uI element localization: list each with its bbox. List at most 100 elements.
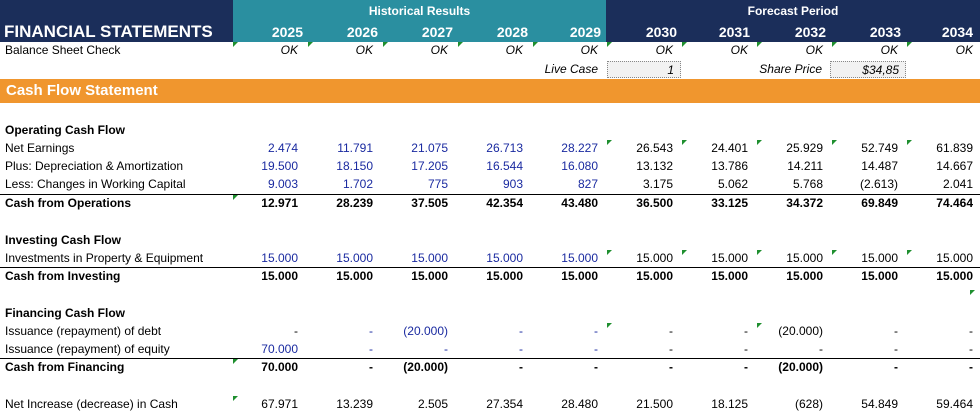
cell[interactable]: 70.000	[261, 342, 298, 356]
cell[interactable]: 14.211	[787, 159, 823, 173]
cell[interactable]: -	[894, 324, 898, 338]
cell[interactable]: 24.401	[711, 141, 748, 155]
cell[interactable]: 15.000	[861, 269, 898, 283]
cell[interactable]: 15.000	[561, 251, 598, 265]
cell[interactable]: 15.000	[486, 251, 523, 265]
cell[interactable]: -	[369, 342, 373, 356]
cell[interactable]: 25.929	[786, 141, 823, 155]
balance-check-value[interactable]: OK	[805, 43, 823, 57]
cell[interactable]: 15.000	[786, 251, 823, 265]
cell[interactable]: (20.000)	[778, 324, 823, 338]
cell[interactable]: 15.000	[411, 251, 448, 265]
equity-label[interactable]: Issuance (repayment) of equity	[5, 342, 170, 356]
cell[interactable]: -	[669, 360, 673, 374]
cell[interactable]: (20.000)	[778, 360, 823, 374]
balance-check-value[interactable]: OK	[280, 43, 298, 57]
cell[interactable]: 15.000	[636, 269, 673, 283]
cell[interactable]: 3.175	[642, 177, 673, 191]
cell[interactable]: 52.749	[861, 141, 898, 155]
net-earnings-label[interactable]: Net Earnings	[5, 141, 75, 155]
cell[interactable]: 15.000	[336, 251, 373, 265]
cell[interactable]: 27.354	[486, 397, 523, 411]
cell[interactable]: (20.000)	[403, 360, 448, 374]
cell[interactable]: 21.500	[636, 397, 673, 411]
cell[interactable]: 74.464	[936, 196, 973, 210]
cell[interactable]: 5.062	[717, 177, 748, 191]
investing-heading[interactable]: Investing Cash Flow	[5, 233, 122, 247]
cell[interactable]: 59.464	[936, 397, 973, 411]
cell[interactable]: 15.000	[936, 269, 973, 283]
cell[interactable]: 2.041	[942, 177, 973, 191]
cell[interactable]: 15.000	[261, 251, 298, 265]
balance-check-value[interactable]: OK	[355, 43, 373, 57]
year-cell[interactable]: 2030	[645, 24, 677, 40]
cell[interactable]: 17.205	[411, 159, 448, 173]
cell[interactable]: 34.372	[786, 196, 823, 210]
year-cell[interactable]: 2033	[869, 24, 901, 40]
year-cell[interactable]: 2028	[496, 24, 528, 40]
cell[interactable]: 36.500	[636, 196, 673, 210]
cell[interactable]: 28.227	[561, 141, 598, 155]
cell[interactable]: -	[969, 342, 973, 356]
balance-check-value[interactable]: OK	[955, 43, 973, 57]
cell[interactable]: -	[594, 342, 598, 356]
cell[interactable]: 26.543	[636, 141, 673, 155]
cell[interactable]: 15.000	[861, 251, 898, 265]
balance-check-value[interactable]: OK	[880, 43, 898, 57]
cell[interactable]: 12.971	[261, 196, 298, 210]
wc-label[interactable]: Less: Changes in Working Capital	[5, 177, 186, 191]
cfo-label[interactable]: Cash from Operations	[5, 196, 132, 210]
cell[interactable]: 16.080	[561, 159, 598, 173]
cfi-label[interactable]: Cash from Investing	[5, 269, 121, 283]
year-cell[interactable]: 2027	[421, 24, 453, 40]
year-cell[interactable]: 2029	[569, 24, 601, 40]
cell[interactable]: 1.702	[342, 177, 373, 191]
cell[interactable]: 13.239	[336, 397, 373, 411]
balance-check-value[interactable]: OK	[505, 43, 523, 57]
cell[interactable]: 26.713	[486, 141, 523, 155]
cell[interactable]: 14.667	[936, 159, 973, 173]
cell[interactable]: (2.613)	[859, 177, 898, 191]
cell[interactable]: 18.125	[711, 397, 748, 411]
cell[interactable]: 18.150	[336, 159, 373, 173]
year-cell[interactable]: 2025	[271, 24, 303, 40]
cell[interactable]: 43.480	[561, 196, 598, 210]
cell[interactable]: -	[594, 324, 598, 338]
cell[interactable]: 54.849	[861, 397, 898, 411]
cell[interactable]: (20.000)	[403, 324, 448, 338]
cell[interactable]: 15.000	[336, 269, 373, 283]
cell[interactable]: -	[519, 342, 523, 356]
cell[interactable]: -	[519, 360, 523, 374]
debt-label[interactable]: Issuance (repayment) of debt	[5, 324, 162, 338]
cell[interactable]: 15.000	[711, 269, 748, 283]
balance-check-value[interactable]: OK	[730, 43, 748, 57]
ppe-label[interactable]: Investments in Property & Equipment	[5, 251, 204, 265]
cell[interactable]: 21.075	[411, 141, 448, 155]
cell[interactable]: 15.000	[936, 251, 973, 265]
live-case-input[interactable]: 1	[607, 61, 681, 78]
year-cell[interactable]: 2032	[794, 24, 826, 40]
cell[interactable]: 903	[502, 177, 523, 191]
share-price-input[interactable]: $34,85	[830, 61, 906, 78]
cell[interactable]: 33.125	[711, 196, 748, 210]
year-cell[interactable]: 2031	[718, 24, 750, 40]
cell[interactable]: -	[369, 324, 373, 338]
balance-check-label[interactable]: Balance Sheet Check	[5, 43, 121, 57]
year-cell[interactable]: 2026	[346, 24, 378, 40]
year-cell[interactable]: 2034	[941, 24, 973, 40]
balance-check-value[interactable]: OK	[580, 43, 598, 57]
cell[interactable]: -	[894, 360, 898, 374]
cell[interactable]: 9.003	[267, 177, 298, 191]
cell[interactable]: 13.786	[711, 159, 748, 173]
cell[interactable]: -	[519, 324, 523, 338]
cell[interactable]: -	[894, 342, 898, 356]
cell[interactable]: -	[969, 360, 973, 374]
cell[interactable]: 15.000	[561, 269, 598, 283]
cell[interactable]: -	[669, 342, 673, 356]
cell[interactable]: 827	[577, 177, 598, 191]
cell[interactable]: 42.354	[486, 196, 523, 210]
cff-label[interactable]: Cash from Financing	[5, 360, 125, 374]
cell[interactable]: 61.839	[936, 141, 973, 155]
cell[interactable]: -	[594, 360, 598, 374]
balance-check-value[interactable]: OK	[430, 43, 448, 57]
